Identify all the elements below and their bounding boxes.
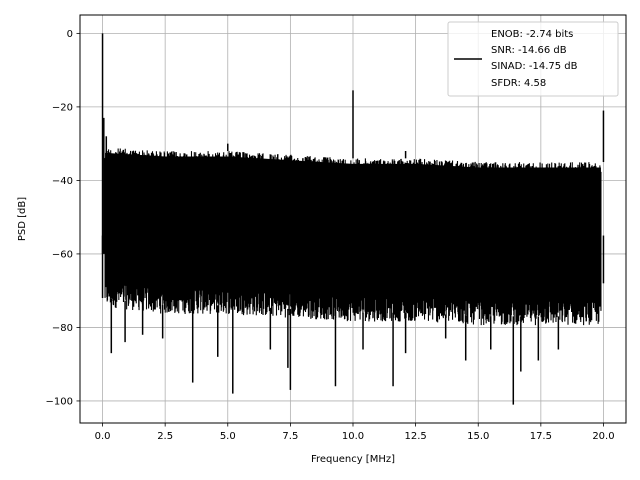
legend-entry-snr: SNR: -14.66 dB: [491, 45, 567, 56]
y-axis-ticks: 0 −20 −40 −60 −80 −100: [46, 29, 80, 407]
x-tick-label: 20.0: [592, 431, 614, 442]
data-series: [101, 33, 605, 405]
y-tick-label: −20: [52, 102, 73, 113]
x-axis-ticks: 0.0 2.5 5.0 7.5 10.0 12.5 15.0 17.5 20.0: [95, 423, 615, 442]
x-tick-label: 0.0: [95, 431, 111, 442]
x-tick-label: 12.5: [404, 431, 426, 442]
x-axis-label: Frequency [MHz]: [311, 454, 395, 465]
legend-entry-sinad: SINAD: -14.75 dB: [491, 61, 578, 72]
x-tick-label: 17.5: [530, 431, 552, 442]
y-tick-label: −100: [46, 396, 73, 407]
legend: ENOB: -2.74 bits SNR: -14.66 dB SINAD: -…: [447, 21, 619, 97]
legend-entry-sfdr: SFDR: 4.58: [491, 78, 546, 89]
x-tick-label: 5.0: [220, 431, 236, 442]
y-tick-label: −80: [52, 323, 73, 334]
x-tick-label: 7.5: [282, 431, 298, 442]
y-tick-label: −60: [52, 249, 73, 260]
y-axis-label: PSD [dB]: [17, 197, 28, 241]
y-tick-label: 0: [67, 29, 73, 40]
x-tick-label: 2.5: [157, 431, 173, 442]
x-tick-label: 15.0: [467, 431, 489, 442]
y-tick-label: −40: [52, 176, 73, 187]
psd-noise-fill: [105, 152, 601, 302]
legend-entry-enob: ENOB: -2.74 bits: [491, 29, 573, 40]
legend-box: [447, 21, 619, 97]
x-tick-label: 10.0: [342, 431, 364, 442]
